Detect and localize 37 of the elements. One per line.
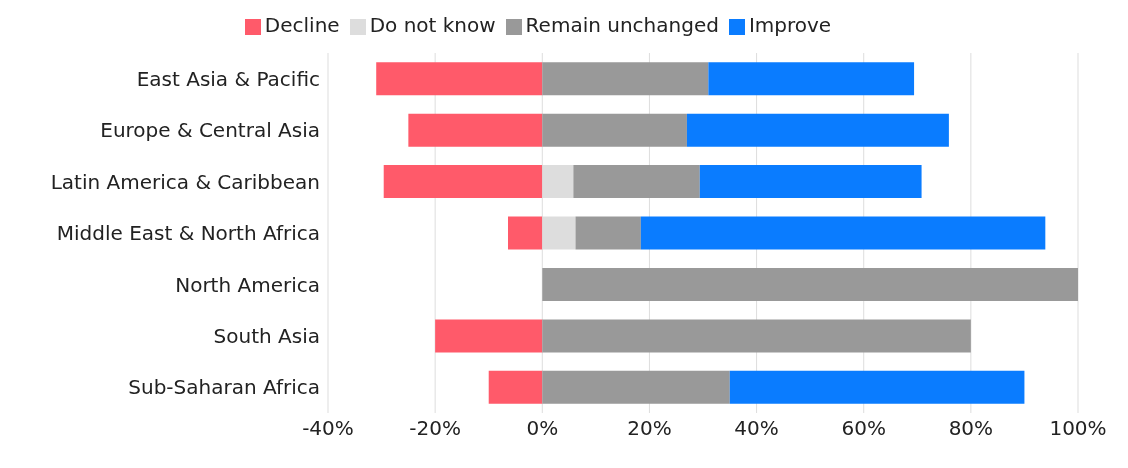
x-tick-label: -20% (409, 416, 461, 441)
bar (542, 62, 709, 96)
y-tick-label: North America (175, 272, 320, 297)
x-tick-label: 80% (948, 416, 994, 441)
bar (435, 319, 543, 353)
legend-label: Do not know (369, 13, 496, 37)
x-tick-label: -40% (302, 416, 354, 441)
x-tick-label: 100% (1049, 416, 1107, 441)
bar (575, 216, 641, 250)
bar (542, 267, 1078, 301)
bar (542, 113, 687, 147)
bar (573, 165, 700, 199)
bar (542, 370, 730, 404)
x-tick-label: 20% (627, 416, 672, 441)
y-tick-label: Middle East & North Africa (56, 221, 320, 246)
bar (376, 62, 543, 96)
y-tick-label: Europe & Central Asia (100, 118, 320, 143)
bar (508, 216, 543, 250)
y-tick-label: East Asia & Pacific (136, 66, 320, 91)
bar (699, 165, 922, 199)
x-tick-label: 0% (526, 416, 559, 441)
y-tick-label: Latin America & Caribbean (50, 169, 320, 194)
legend-label: Remain unchanged (525, 13, 719, 37)
bar (729, 370, 1025, 404)
bar (708, 62, 915, 96)
bar (640, 216, 1046, 250)
bar (383, 165, 543, 199)
bar (488, 370, 543, 404)
y-tick-label: Sub-Saharan Africa (128, 375, 320, 400)
bar (408, 113, 543, 147)
bar (686, 113, 949, 147)
x-tick-label: 40% (734, 416, 779, 441)
bar (542, 319, 971, 353)
y-tick-label: South Asia (213, 323, 320, 348)
x-tick-label: 60% (841, 416, 886, 441)
legend-label: Improve (748, 13, 832, 37)
legend-label: Decline (264, 13, 340, 37)
